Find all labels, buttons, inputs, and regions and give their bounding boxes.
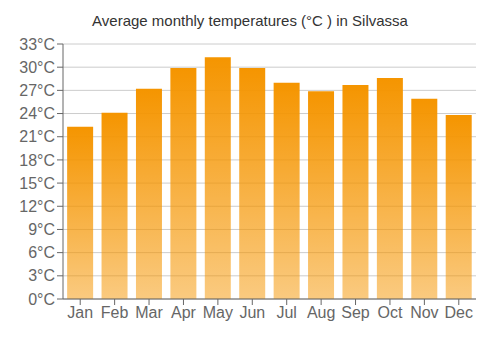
svg-text:Aug: Aug <box>307 304 335 321</box>
svg-text:33°C: 33°C <box>19 36 55 53</box>
svg-text:Jul: Jul <box>276 304 296 321</box>
svg-text:0°C: 0°C <box>28 291 55 308</box>
html-text:Average monthly temperatures (: Average monthly temperatures (°C ) in Si… <box>92 12 408 29</box>
svg-text:Dec: Dec <box>445 304 473 321</box>
svg-text:27°C: 27°C <box>19 82 55 99</box>
svg-text:Mar: Mar <box>135 304 163 321</box>
svg-text:Nov: Nov <box>410 304 438 321</box>
svg-text:18°C: 18°C <box>19 152 55 169</box>
svg-text:Feb: Feb <box>101 304 129 321</box>
svg-text:9°C: 9°C <box>28 221 55 238</box>
svg-text:6°C: 6°C <box>28 244 55 261</box>
svg-text:Apr: Apr <box>171 304 197 321</box>
svg-text:15°C: 15°C <box>19 175 55 192</box>
svg-text:May: May <box>203 304 233 321</box>
svg-text:30°C: 30°C <box>19 59 55 76</box>
svg-text:21°C: 21°C <box>19 128 55 145</box>
svg-text:3°C: 3°C <box>28 267 55 284</box>
svg-text:12°C: 12°C <box>19 198 55 215</box>
svg-text:Sep: Sep <box>341 304 370 321</box>
svg-text:Jun: Jun <box>239 304 265 321</box>
svg-text:24°C: 24°C <box>19 105 55 122</box>
svg-text:Jan: Jan <box>67 304 93 321</box>
svg-text:Oct: Oct <box>378 304 403 321</box>
